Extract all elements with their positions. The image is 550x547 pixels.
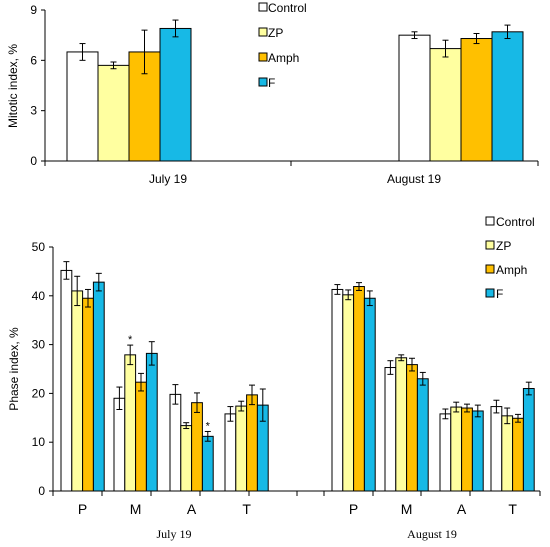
bar-zp xyxy=(97,64,130,162)
y-tick-label: 0 xyxy=(38,484,45,498)
bar-control xyxy=(398,34,431,162)
legend-swatch-f xyxy=(485,288,495,298)
bars xyxy=(60,269,535,492)
y-ticks: 0 3 6 9 xyxy=(30,3,45,168)
category-label-m: M xyxy=(130,501,142,517)
category-label-m: M xyxy=(401,501,413,517)
y-tick-label: 10 xyxy=(32,435,46,449)
bar-control xyxy=(490,406,503,492)
legend-label-control: Control xyxy=(496,215,535,229)
y-tick-label: 30 xyxy=(32,338,46,352)
group-label-august: August 19 xyxy=(387,172,441,186)
y-axis-label: Mitotic index, % xyxy=(6,44,20,128)
legend-label-f: F xyxy=(496,287,503,301)
y-axis-label: Phase index, % xyxy=(7,327,21,411)
bar-amph xyxy=(461,407,473,492)
bar-control xyxy=(113,397,126,492)
annotations: ** xyxy=(128,334,211,432)
legend-label-zp: ZP xyxy=(496,239,511,253)
bar-f xyxy=(92,281,105,492)
bar-zp xyxy=(501,415,514,492)
bar-zp xyxy=(235,405,248,492)
bar-amph xyxy=(82,297,94,492)
bar-f xyxy=(159,27,192,162)
category-label-t: T xyxy=(242,501,251,517)
legend-swatch-control xyxy=(258,2,268,12)
bar-control xyxy=(224,413,237,492)
legend-label-f: F xyxy=(268,76,275,90)
y-tick-label: 0 xyxy=(30,154,37,168)
bar-f xyxy=(416,378,429,492)
error-bars xyxy=(63,261,532,442)
group-label-july: July 19 xyxy=(149,172,187,186)
legend-label-amph: Amph xyxy=(496,263,527,277)
legend: Control ZP Amph F xyxy=(258,1,307,90)
y-tick-label: 6 xyxy=(30,53,37,67)
legend: Control ZP Amph F xyxy=(485,215,535,301)
legend-swatch-amph xyxy=(258,52,268,62)
bar-zp xyxy=(342,294,355,492)
bar-f xyxy=(363,297,376,492)
category-label-p: P xyxy=(78,501,87,517)
bar-zp xyxy=(124,354,137,492)
bar-f xyxy=(471,410,484,492)
legend-swatch-f xyxy=(258,77,268,87)
bar-amph xyxy=(191,402,203,492)
y-tick-label: 40 xyxy=(32,289,46,303)
bar-f xyxy=(491,31,524,162)
bar-f xyxy=(145,352,158,492)
bar-amph xyxy=(460,38,493,162)
bar-zp xyxy=(429,48,462,162)
bars xyxy=(66,27,524,162)
bar-f xyxy=(522,388,535,492)
bar-zp xyxy=(71,290,84,492)
bar-amph xyxy=(135,381,147,492)
significance-asterisk: * xyxy=(206,420,211,432)
bar-control xyxy=(66,51,99,162)
bar-control xyxy=(384,367,397,492)
significance-asterisk: * xyxy=(128,334,133,346)
bar-amph xyxy=(512,417,524,492)
bar-zp xyxy=(180,425,193,492)
legend-swatch-amph xyxy=(485,264,495,274)
bar-zp xyxy=(395,357,408,492)
legend-label-zp: ZP xyxy=(268,26,283,40)
y-tick-label: 3 xyxy=(30,104,37,118)
y-tick-label: 9 xyxy=(30,3,37,17)
bar-control xyxy=(60,269,73,492)
group-label-july: July 19 xyxy=(156,527,191,541)
bar-amph xyxy=(406,364,418,492)
y-tick-label: 50 xyxy=(32,240,46,254)
bar-control xyxy=(439,413,452,492)
category-label-a: A xyxy=(187,501,197,517)
y-ticks: 0 10 20 30 40 50 xyxy=(32,240,53,498)
bar-control xyxy=(331,288,344,492)
bar-f xyxy=(201,435,214,492)
bar-amph xyxy=(246,394,258,492)
group-label-august: August 19 xyxy=(407,527,457,541)
error-bars xyxy=(79,19,511,75)
legend-swatch-zp xyxy=(258,27,268,37)
category-label-a: A xyxy=(457,501,467,517)
legend-swatch-control xyxy=(485,216,495,226)
bar-amph xyxy=(353,286,365,492)
legend-swatch-zp xyxy=(485,240,495,250)
y-tick-label: 20 xyxy=(32,386,46,400)
legend-label-amph: Amph xyxy=(268,51,299,65)
category-label-t: T xyxy=(508,501,517,517)
bar-zp xyxy=(450,406,463,492)
bar-control xyxy=(169,393,182,492)
x-ticks xyxy=(52,491,541,496)
category-label-p: P xyxy=(349,501,358,517)
legend-label-control: Control xyxy=(268,1,307,15)
